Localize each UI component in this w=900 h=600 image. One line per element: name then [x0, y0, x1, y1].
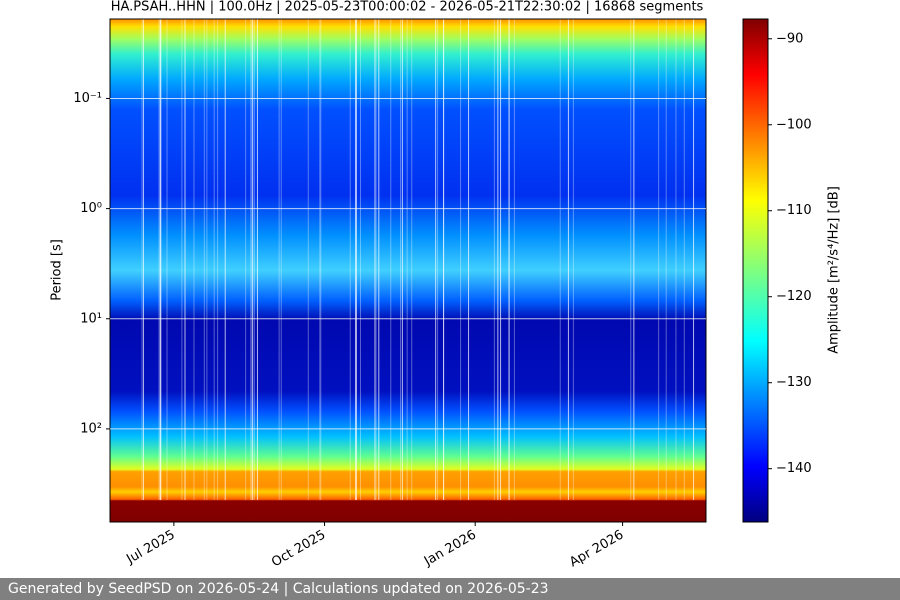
data-gaps	[141, 19, 695, 500]
x-tick-label: Jan 2026	[421, 528, 479, 570]
colorbar	[742, 18, 769, 523]
footer: Generated by SeedPSD on 2026-05-24 | Cal…	[0, 578, 900, 600]
x-tick-label: Jul 2025	[123, 528, 177, 568]
chart: HA.PSAH..HHN | 100.0Hz | 2025-05-23T00:0…	[50, 0, 842, 571]
x-tick-label: Oct 2025	[269, 528, 328, 571]
colorbar-tick-label: −130	[776, 375, 812, 390]
colorbar-tick-label: −90	[776, 31, 803, 46]
x-tick-label: Apr 2026	[567, 528, 626, 571]
chart-title: HA.PSAH..HHN | 100.0Hz | 2025-05-23T00:0…	[111, 0, 704, 15]
y-tick-label: 10⁰	[80, 201, 102, 216]
y-axis-label: Period [s]	[50, 239, 65, 301]
plot-frame	[109, 18, 707, 523]
colorbar-tick-label: −120	[776, 289, 812, 304]
colorbar-tick-label: −140	[776, 461, 812, 476]
y-tick-label: 10⁻¹	[73, 91, 102, 106]
y-tick-label: 10¹	[80, 311, 102, 326]
colorbar-label: Amplitude [m²/s⁴/Hz] [dB]	[827, 186, 842, 354]
spectrogram-image	[110, 19, 706, 522]
y-tick-label: 10²	[80, 421, 102, 436]
colorbar-tick-label: −100	[776, 117, 812, 132]
colorbar-tick-label: −110	[776, 203, 812, 218]
